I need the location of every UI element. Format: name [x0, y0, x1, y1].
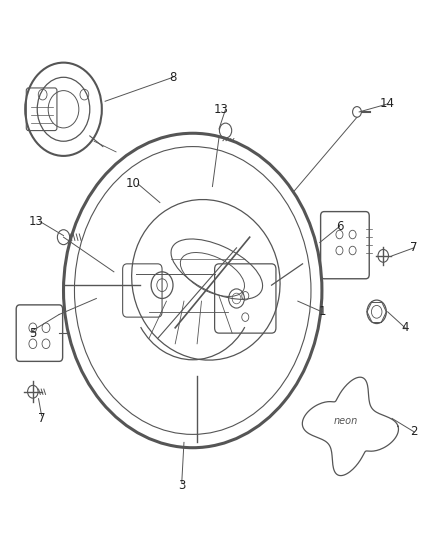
- Text: 5: 5: [29, 327, 36, 340]
- Text: 3: 3: [178, 479, 185, 491]
- Text: 7: 7: [410, 241, 418, 254]
- Text: 14: 14: [380, 98, 395, 110]
- Text: neon: neon: [334, 416, 358, 426]
- Text: 6: 6: [336, 220, 343, 233]
- Text: 7: 7: [38, 412, 46, 425]
- Text: 4: 4: [401, 321, 409, 334]
- Text: 2: 2: [410, 425, 418, 438]
- Text: 10: 10: [126, 177, 141, 190]
- Text: 13: 13: [214, 103, 229, 116]
- Text: 13: 13: [29, 215, 44, 228]
- Text: 1: 1: [318, 305, 326, 318]
- Text: 8: 8: [170, 71, 177, 84]
